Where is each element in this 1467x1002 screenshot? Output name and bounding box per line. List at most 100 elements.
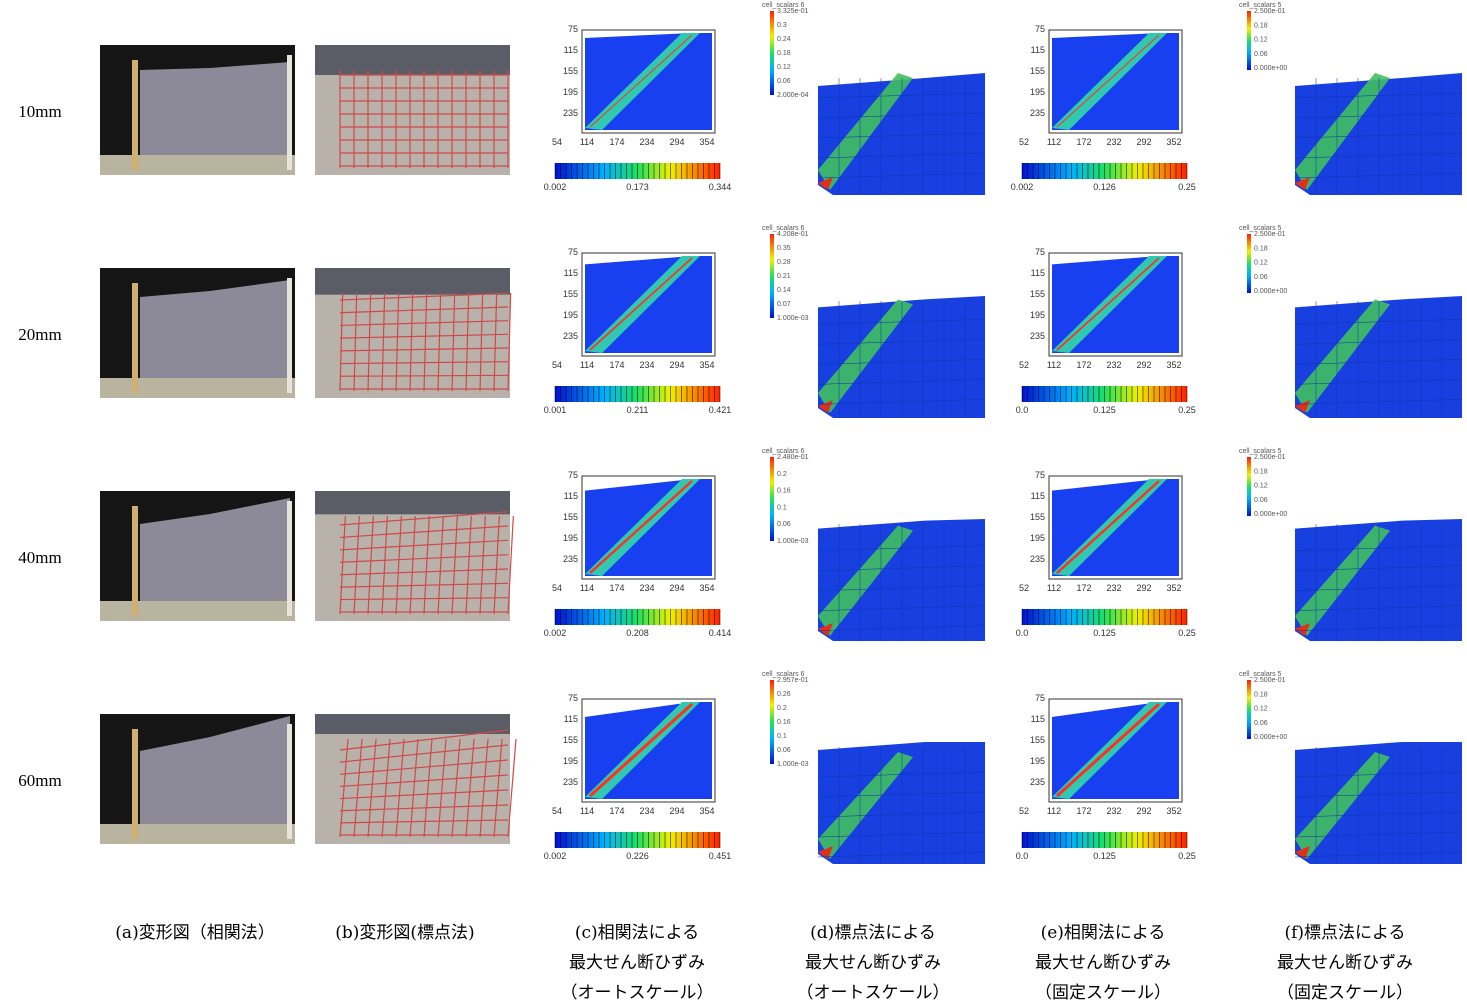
y-tick-label: 75 <box>568 470 578 480</box>
legend-label: 0.21 <box>777 273 791 280</box>
x-tick-label: 54 <box>552 360 562 370</box>
legend-label: 0.18 <box>777 50 791 57</box>
x-tick-label: 112 <box>1047 360 1061 370</box>
y-tick-label: 195 <box>1030 756 1045 766</box>
colorbar-label: 0.414 <box>709 628 732 638</box>
x-tick-label: 234 <box>639 360 654 370</box>
y-tick-label: 75 <box>568 693 578 703</box>
soil <box>140 62 290 158</box>
caption: （オートスケール） <box>797 983 950 1002</box>
x-tick-label: 114 <box>580 360 594 370</box>
colorbar-label: 0.25 <box>1178 628 1196 638</box>
x-tick-label: 114 <box>580 583 594 593</box>
legend-label: 0.06 <box>1254 51 1268 58</box>
y-tick-label: 235 <box>563 331 578 341</box>
colorbar-label: 0.125 <box>1093 405 1116 415</box>
colorbar-label: 0.173 <box>626 182 649 192</box>
y-tick-label: 155 <box>563 512 578 522</box>
legend-label: 2.500e-01 <box>1254 231 1286 238</box>
y-tick-label: 235 <box>1030 331 1045 341</box>
y-tick-label: 155 <box>1030 735 1045 745</box>
legend-label: 0.06 <box>777 747 791 754</box>
colorbar-label: 0.126 <box>1093 182 1116 192</box>
post <box>287 501 292 616</box>
legend-bar <box>1247 11 1251 70</box>
legend-label: 0.06 <box>1254 274 1268 281</box>
caption: (e)相関法による <box>1041 923 1166 943</box>
x-tick-label: 232 <box>1106 137 1121 147</box>
legend-label: 2.500e-01 <box>1254 8 1286 15</box>
legend-bar <box>770 457 774 541</box>
legend-bar <box>1247 234 1251 293</box>
colorbar-label: 0.421 <box>709 405 732 415</box>
x-tick-label: 114 <box>580 137 594 147</box>
colorbar-label: 0.451 <box>709 851 732 861</box>
legend-label: 0.12 <box>1254 37 1268 44</box>
caption: (c)相関法による <box>575 923 699 943</box>
colorbar-label: 0.226 <box>626 851 649 861</box>
page: {"row_labels": ["10mm", "20mm", "40mm", … <box>0 0 1467 1002</box>
y-tick-label: 155 <box>563 735 578 745</box>
y-tick-label: 75 <box>568 247 578 257</box>
y-tick-label: 195 <box>1030 87 1045 97</box>
legend-label: 4.208e-01 <box>777 231 809 238</box>
x-tick-label: 232 <box>1106 360 1121 370</box>
legend-bar <box>1247 457 1251 516</box>
y-tick-label: 75 <box>1035 470 1045 480</box>
legend-label: 2.480e-01 <box>777 454 809 461</box>
y-tick-label: 115 <box>564 714 578 724</box>
y-tick-label: 115 <box>564 268 578 278</box>
legend-label: 0.06 <box>777 521 791 528</box>
colorbar-label: 0.25 <box>1178 405 1196 415</box>
y-tick-label: 195 <box>1030 310 1045 320</box>
caption: (b)変形図(標点法) <box>335 923 474 943</box>
caption: 最大せん断ひずみ <box>569 953 705 973</box>
colorbar-label: 0.125 <box>1093 628 1116 638</box>
post <box>132 729 138 839</box>
legend-label: 0.24 <box>777 36 791 43</box>
caption: (d)標点法による <box>810 923 936 943</box>
legend-label: 0.16 <box>777 719 791 726</box>
legend-label: 0.000e+00 <box>1254 288 1287 295</box>
legend-label: 0.18 <box>1254 245 1268 252</box>
x-tick-label: 172 <box>1076 137 1091 147</box>
x-tick-label: 174 <box>609 583 624 593</box>
legend-label: 2.000e-04 <box>777 92 809 99</box>
x-tick-label: 352 <box>1166 137 1181 147</box>
x-tick-label: 172 <box>1076 806 1091 816</box>
colorbar-label: 0.344 <box>709 182 732 192</box>
y-tick-label: 75 <box>1035 693 1045 703</box>
legend-label: 0.000e+00 <box>1254 734 1287 741</box>
post <box>132 506 138 616</box>
backdrop <box>315 45 510 75</box>
caption: 最大せん断ひずみ <box>1277 953 1413 973</box>
legend-label: 0.26 <box>777 691 791 698</box>
legend-label: 0.06 <box>777 78 791 85</box>
legend-label: 0.3 <box>777 22 787 29</box>
legend-bar <box>1247 680 1251 739</box>
y-tick-label: 115 <box>1031 45 1045 55</box>
y-tick-label: 75 <box>568 24 578 34</box>
legend-label: 0.18 <box>1254 468 1268 475</box>
x-tick-label: 174 <box>609 137 624 147</box>
x-tick-label: 294 <box>669 806 684 816</box>
backdrop <box>315 714 510 734</box>
y-tick-label: 155 <box>563 289 578 299</box>
y-tick-label: 195 <box>563 756 578 766</box>
x-tick-label: 294 <box>669 360 684 370</box>
y-tick-label: 155 <box>563 66 578 76</box>
x-tick-label: 352 <box>1166 360 1181 370</box>
x-tick-label: 174 <box>609 360 624 370</box>
y-tick-label: 155 <box>1030 512 1045 522</box>
colorbar-label: 0.25 <box>1178 851 1196 861</box>
colorbar-label: 0.211 <box>627 405 649 415</box>
caption: （固定スケール） <box>1035 983 1171 1002</box>
x-tick-label: 294 <box>669 137 684 147</box>
y-tick-label: 235 <box>1030 108 1045 118</box>
y-tick-label: 195 <box>563 533 578 543</box>
base <box>100 155 295 175</box>
x-tick-label: 354 <box>699 360 714 370</box>
legend-label: 0.12 <box>1254 706 1268 713</box>
colorbar-label: 0.002 <box>1011 182 1034 192</box>
legend-label: 1.000e-03 <box>777 761 809 768</box>
